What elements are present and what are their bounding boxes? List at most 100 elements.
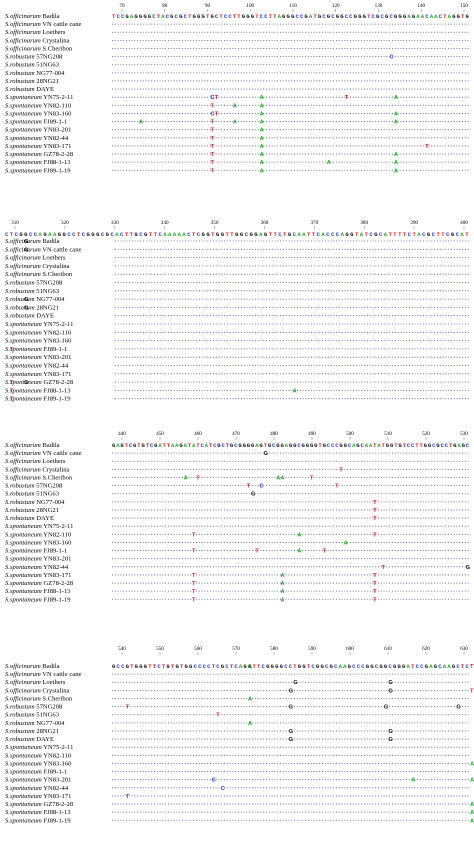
species-label: S.spontaneum FJ89-1-1 <box>5 769 67 776</box>
variant-base: T <box>192 549 196 555</box>
reference-base: C <box>278 231 282 238</box>
species-label: S.spontaneum YN82-110 <box>5 102 72 109</box>
species-strain: FJ89-1-19 <box>42 167 71 174</box>
reference-base: C <box>389 13 393 20</box>
reference-base: G <box>336 13 340 20</box>
reference-base: C <box>120 231 124 238</box>
variant-base: A <box>470 802 474 808</box>
species-genus: S.spontaneum <box>5 387 42 394</box>
reference-base: C <box>297 442 301 449</box>
species-strain: YN83-171 <box>42 793 72 800</box>
reference-base: G <box>453 442 457 449</box>
reference-base: T <box>419 442 423 449</box>
species-strain: DAYE <box>35 86 54 93</box>
reference-base: G <box>139 13 143 20</box>
reference-base: C <box>207 663 211 670</box>
reference-base: A <box>192 442 196 449</box>
species-label: S.officinarum Crystalina <box>5 466 70 473</box>
species-strain: FJ88-1-13 <box>42 588 71 595</box>
reference-base: G <box>304 13 308 20</box>
reference-base: G <box>370 663 374 670</box>
species-genus: S.robustum <box>5 296 35 303</box>
reference-base: T <box>149 231 153 238</box>
species-strain: GZ78-2-28 <box>42 580 74 587</box>
species-strain: YN82-44 <box>42 564 69 571</box>
alignment-block-3: 440 450 460 470 480 490 500 510 520 530GAGTCGTGTC… <box>5 431 470 603</box>
variant-base: T <box>210 160 214 166</box>
species-label: S.spontaneum YN75-2-11 <box>5 94 73 101</box>
reference-base: G <box>24 231 28 238</box>
reference-base: C <box>466 442 470 449</box>
reference-base: G <box>170 13 174 20</box>
reference-base: T <box>393 231 397 238</box>
species-genus: S.robustum <box>5 720 35 727</box>
species-label: S.spontaneum FJ89-1-19 <box>5 396 71 403</box>
reference-base: T <box>167 442 171 449</box>
species-strain: YN75-2-11 <box>42 744 74 751</box>
reference-base: G <box>280 663 284 670</box>
reference-base: G <box>235 231 239 238</box>
reference-base: C <box>29 231 33 238</box>
species-genus: S.robustum <box>5 86 35 93</box>
variant-base: T <box>310 475 314 481</box>
species-strain: FJ89-1-19 <box>42 396 71 403</box>
species-label: S.spontaneum YN83-201 <box>5 777 71 784</box>
reference-base: G <box>316 663 320 670</box>
reference-base: G <box>206 231 210 238</box>
species-genus: S.robustum <box>5 288 35 295</box>
species-genus: S.officinarum <box>5 255 41 262</box>
reference-base: C <box>372 13 376 20</box>
variant-base: G <box>289 705 293 711</box>
species-genus: S.spontaneum <box>5 354 42 361</box>
species-label: S.spontaneum FJ89-1-19 <box>5 817 71 824</box>
reference-base: A <box>417 231 421 238</box>
species-genus: S.robustum <box>5 515 35 522</box>
species-strain: S.Cheribon <box>41 474 73 481</box>
species-genus: S.spontaneum <box>5 588 42 595</box>
reference-base: C <box>425 13 429 20</box>
position-tick-label: 120 <box>332 3 340 9</box>
reference-base: T <box>373 442 377 449</box>
reference-base: A <box>115 231 119 238</box>
species-genus: S.officinarum <box>5 246 41 253</box>
variant-base: C <box>221 786 225 792</box>
reference-base: G <box>246 13 250 20</box>
species-genus: S.officinarum <box>5 458 41 465</box>
species-label: S.spontaneum YN75-2-11 <box>5 321 73 328</box>
species-genus: S.spontaneum <box>5 523 42 530</box>
reference-base: T <box>226 231 230 238</box>
reference-base: T <box>403 442 407 449</box>
species-genus: S.spontaneum <box>5 338 42 345</box>
variant-base: T <box>373 581 377 587</box>
species-strain: NG77-004 <box>35 70 66 77</box>
reference-base: C <box>197 231 201 238</box>
reference-base: T <box>411 663 415 670</box>
species-genus: S.officinarum <box>5 687 41 694</box>
species-strain: FJ88-1-13 <box>42 809 71 816</box>
variant-base: T <box>373 516 377 522</box>
species-strain: 28NG21 <box>35 507 59 514</box>
variant-base: A <box>280 573 284 579</box>
reference-base: G <box>427 231 431 238</box>
species-strain: Badila <box>41 663 60 670</box>
variant-base: G <box>388 737 392 743</box>
reference-base: G <box>259 442 263 449</box>
reference-base: C <box>456 663 460 670</box>
reference-base: T <box>230 663 234 670</box>
reference-base: T <box>130 231 134 238</box>
species-label: S.spontaneum GZ78-2-28 <box>5 151 74 158</box>
position-tick-label: 580 <box>270 646 278 652</box>
species-label: S.spontaneum YN82-110 <box>5 752 72 759</box>
species-label: S.officinarum VN cattle cane <box>5 246 81 253</box>
reference-base: G <box>436 442 440 449</box>
species-label: S.spontaneum YN82-44 <box>5 564 69 571</box>
variant-base: A <box>470 778 474 784</box>
reference-base: G <box>91 231 95 238</box>
species-label: S.spontaneum YN83-201 <box>5 556 71 563</box>
position-tick-label: 510 <box>384 431 392 437</box>
reference-base: G <box>166 663 170 670</box>
reference-base: T <box>461 663 465 670</box>
reference-base: G <box>112 442 116 449</box>
reference-base: G <box>293 442 297 449</box>
reference-base: G <box>398 442 402 449</box>
